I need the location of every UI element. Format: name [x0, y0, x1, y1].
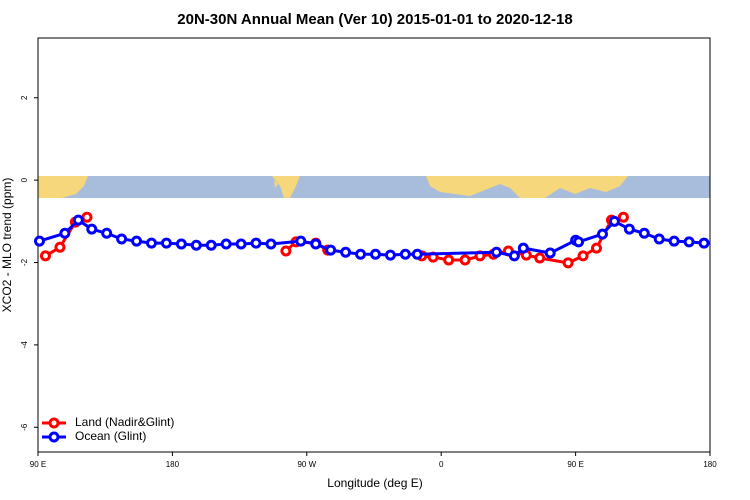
data-point	[490, 246, 502, 258]
data-point	[54, 241, 66, 253]
data-point	[81, 211, 93, 223]
chart-title: 20N-30N Annual Mean (Ver 10) 2015-01-01 …	[177, 11, 572, 28]
data-point	[131, 235, 143, 247]
x-tick-label: 180	[703, 460, 717, 469]
data-point	[534, 252, 546, 264]
data-point	[668, 235, 680, 247]
data-point	[596, 228, 608, 240]
data-point	[459, 254, 471, 266]
data-point	[369, 248, 381, 260]
data-point	[33, 235, 45, 247]
data-point	[265, 238, 277, 250]
y-tick-label: -6	[20, 423, 29, 431]
y-axis-label: XCO2 - MLO trend (ppm)	[0, 178, 14, 313]
y-tick-label: -2	[20, 258, 29, 266]
data-point	[295, 235, 307, 247]
data-point	[653, 233, 665, 245]
legend-label: Ocean (Glint)	[75, 429, 146, 443]
data-point	[101, 227, 113, 239]
x-tick-label: 90 E	[30, 460, 46, 469]
data-point	[340, 246, 352, 258]
x-tick-label: 90 E	[567, 460, 583, 469]
data-point	[698, 237, 710, 249]
data-point	[325, 244, 337, 256]
y-tick-label: 2	[20, 95, 29, 100]
data-point	[638, 227, 650, 239]
data-point	[39, 250, 51, 262]
data-point	[562, 257, 574, 269]
x-axis-label: Longitude (deg E)	[327, 476, 422, 490]
data-point	[72, 214, 84, 226]
data-point	[190, 239, 202, 251]
legend-marker	[48, 417, 60, 429]
x-tick-label: 0	[439, 460, 444, 469]
data-point	[591, 242, 603, 254]
data-point	[384, 249, 396, 261]
data-point	[517, 242, 529, 254]
land-shape	[426, 176, 628, 198]
data-point	[160, 237, 172, 249]
data-point	[683, 236, 695, 248]
map-strip	[38, 176, 710, 198]
data-point	[59, 227, 71, 239]
land-shape	[38, 176, 88, 198]
data-point	[145, 237, 157, 249]
data-point	[411, 248, 423, 260]
data-point	[355, 248, 367, 260]
data-point	[116, 233, 128, 245]
legend-label: Land (Nadir&Glint)	[75, 415, 174, 429]
land-shape	[274, 180, 278, 188]
data-point	[573, 236, 585, 248]
data-point	[399, 248, 411, 260]
x-tick-label: 90 W	[297, 460, 316, 469]
data-point	[250, 237, 262, 249]
x-tick-label: 180	[166, 460, 180, 469]
data-point	[175, 238, 187, 250]
data-point	[623, 223, 635, 235]
y-tick-label: -4	[20, 341, 29, 349]
data-point	[608, 215, 620, 227]
legend-marker	[48, 431, 60, 443]
data-point	[443, 254, 455, 266]
data-point	[280, 245, 292, 257]
data-point	[86, 223, 98, 235]
data-point	[617, 211, 629, 223]
data-point	[577, 250, 589, 262]
y-tick-label: 0	[20, 177, 29, 182]
land-shape	[272, 176, 300, 198]
data-point	[205, 239, 217, 251]
data-point	[508, 250, 520, 262]
data-point	[220, 238, 232, 250]
data-point	[310, 238, 322, 250]
data-point	[544, 247, 556, 259]
data-point	[235, 238, 247, 250]
